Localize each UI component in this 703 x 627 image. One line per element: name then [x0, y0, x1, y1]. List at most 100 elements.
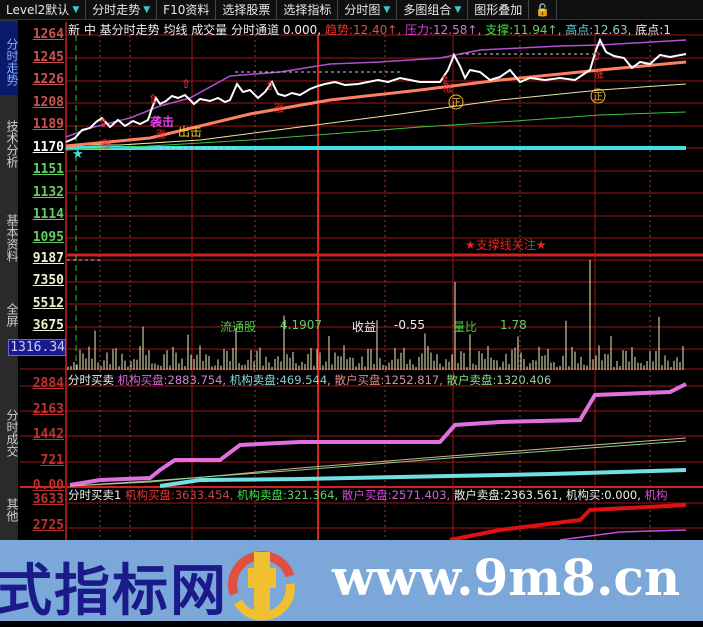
- pressure-label: 压力:: [405, 23, 434, 37]
- support-value: 11.94↑,: [513, 23, 562, 37]
- inst-buy-label: 机构买盘:: [117, 373, 168, 387]
- axis-label: 721: [40, 452, 64, 468]
- toolbar-item-label: 多图组合: [403, 2, 452, 17]
- toolbar: Level2默认 ▼ 分时走势 ▼ F10资料 选择股票 选择指标 分时图 ▼ 多图组合 ▼ 图形叠加…: [0, 0, 703, 20]
- positive-marker: 正: [451, 98, 461, 109]
- axis-label: 1095: [32, 229, 64, 245]
- sidebar-tab[interactable]: 分时成交: [0, 380, 19, 480]
- trend-label: 趋势:: [324, 23, 353, 37]
- toolbar-item-label: 选择股票: [222, 2, 271, 17]
- inst-sell-label: 机构卖盘:: [229, 373, 280, 387]
- axis-label: 3675: [32, 317, 64, 333]
- trade-panel-header: 分时买卖 机构买盘:2883.754, 机构卖盘:469.544, 散户买盘:1…: [68, 372, 551, 388]
- pressure-line: [65, 39, 687, 138]
- toolbar-item-label: 分时走势: [92, 2, 141, 17]
- high-label: 高点:: [565, 23, 594, 37]
- axis-label: 5512: [32, 295, 64, 311]
- toolbar-item[interactable]: 图形叠加: [468, 0, 530, 20]
- rise-marker: 涨: [443, 83, 453, 95]
- attack-marker: 袭击: [149, 114, 174, 129]
- toolbar-item[interactable]: 选择股票: [216, 0, 278, 20]
- panel-title: 分时买卖: [68, 373, 114, 387]
- toolbar-item-label: 图形叠加: [474, 2, 523, 17]
- sidebar: 分时走势 技术分析 基本资料 全屏 分时成交 其他: [0, 20, 19, 540]
- price-info-line: 新 中 基分时走势 均线 成交量 分时通道 0.000, 趋势:12.40↑, …: [68, 21, 671, 38]
- retail-buy-value: 2571.403,: [391, 488, 451, 502]
- lock-icon[interactable]: 🔓: [529, 0, 558, 20]
- inst-value: 0.000,: [604, 488, 641, 502]
- dropdown-arrow-icon[interactable]: ▼: [383, 4, 391, 15]
- up-arrow-icon: ⇧: [98, 116, 108, 130]
- axis-label: 1264: [32, 27, 64, 42]
- inst-buy-value: 2883.754,: [167, 373, 227, 387]
- current-volume-box: 1316.34: [8, 339, 66, 356]
- eps-label: 收益: [352, 320, 377, 334]
- retail-sell-label: 散户卖盘:: [453, 488, 504, 502]
- toolbar-item[interactable]: F10资料: [157, 0, 217, 20]
- positive-marker: 正: [593, 92, 603, 103]
- axis-label: 1151: [32, 162, 64, 177]
- watermark-banner: 式指标网 www.9m8.cn: [0, 540, 703, 624]
- low-value: 1: [663, 23, 671, 37]
- toolbar-item[interactable]: 分时走势 ▼: [86, 0, 158, 20]
- toolbar-item[interactable]: 选择指标: [277, 0, 339, 20]
- support-annotation: ★支撑线关注★: [465, 238, 547, 252]
- green-line: [65, 111, 687, 151]
- toolbar-item[interactable]: 分时图 ▼: [338, 0, 398, 20]
- inst-sell-value: 321.364,: [286, 488, 339, 502]
- rise-marker: 涨: [594, 69, 604, 81]
- dropdown-arrow-icon[interactable]: ▼: [454, 4, 462, 15]
- toolbar-item-label: Level2默认: [6, 2, 70, 17]
- trend-line: [65, 60, 687, 148]
- toolbar-item-label: 选择指标: [283, 2, 332, 17]
- sidebar-tab[interactable]: 基本资料: [0, 200, 19, 270]
- axis-label: 0.00: [32, 478, 64, 493]
- inst-label: 机构买:: [565, 488, 605, 502]
- inst-tail-label: 机构: [644, 488, 668, 502]
- watermark-logo: [228, 551, 295, 621]
- axis-label: 1170: [32, 139, 64, 155]
- high-value: 12.63,: [593, 23, 632, 37]
- axis-label: 9187: [32, 251, 64, 266]
- up-arrow-icon: ⇧: [265, 79, 275, 93]
- panel-title: 分时买卖1: [68, 488, 122, 502]
- dropdown-arrow-icon[interactable]: ▼: [72, 4, 80, 15]
- axis-label: 1132: [32, 184, 64, 200]
- watermark-url: www.9m8.cn: [332, 548, 681, 607]
- indicator-name: 新 中 基分时走势 均线 成交量 分时通道 0.000,: [68, 23, 322, 37]
- positive-circle-icon: [448, 94, 464, 110]
- axis-label: 3633: [32, 492, 64, 507]
- axis-label: 1114: [32, 207, 64, 222]
- panel2-inst-buy-line: [449, 503, 687, 540]
- inst-buy-line: [69, 382, 687, 487]
- up-arrow-icon: ⇧: [440, 73, 450, 87]
- ratio-label: 量比: [453, 320, 478, 334]
- float-value: 4.1907: [280, 318, 322, 332]
- retail-sell-value: 1320.406: [496, 373, 552, 387]
- eps-value: -0.55: [394, 318, 426, 332]
- rise-marker: 涨: [274, 103, 284, 115]
- dropdown-arrow-icon[interactable]: ▼: [143, 4, 151, 15]
- exit-marker: 出击: [178, 125, 202, 139]
- axis-label: 7350: [32, 273, 64, 289]
- trend-value: 12.40↑,: [352, 23, 402, 37]
- toolbar-item[interactable]: 多图组合 ▼: [397, 0, 469, 20]
- toolbar-item-label: F10资料: [163, 2, 210, 17]
- sidebar-tab[interactable]: 其他: [0, 475, 19, 540]
- axis-label: 1245: [32, 49, 64, 65]
- ratio-value: 1.78: [500, 318, 527, 332]
- price-line: [65, 37, 687, 143]
- sidebar-tab[interactable]: 分时走势: [0, 22, 19, 96]
- axis-label: 1442: [32, 427, 64, 442]
- toolbar-item[interactable]: Level2默认 ▼: [0, 0, 87, 20]
- inst-buy-value: 3633.454,: [174, 488, 234, 502]
- inst-buy-label: 机构买盘:: [124, 488, 175, 502]
- yellow-line: [66, 83, 687, 146]
- inst-sell-value: 469.544,: [279, 373, 331, 387]
- up-arrow-icon: ⇧: [181, 77, 191, 91]
- rise-marker: 涨: [156, 129, 166, 141]
- retail-buy-line: [69, 437, 687, 487]
- up-arrow-icon: ⇧: [148, 92, 158, 106]
- sidebar-tab[interactable]: 技术分析: [0, 100, 19, 182]
